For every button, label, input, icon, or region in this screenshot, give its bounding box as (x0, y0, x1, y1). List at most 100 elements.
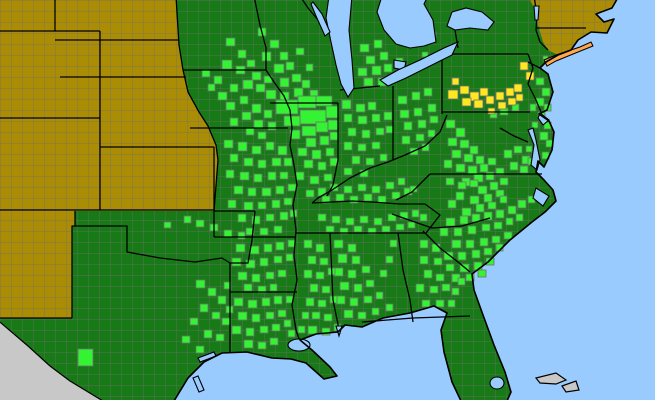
county-marker-present (385, 125, 394, 134)
county-marker-present (265, 213, 275, 222)
county-marker-present (487, 157, 497, 166)
county-marker-present (493, 221, 503, 230)
county-marker-present (459, 139, 470, 149)
county-marker-present (343, 309, 354, 319)
county-marker-present (457, 251, 467, 261)
county-marker-rare (461, 97, 472, 107)
county-marker-present (457, 181, 467, 190)
county-marker-present (349, 297, 359, 307)
county-marker-present (431, 243, 441, 253)
region-bahamas-outside (534, 372, 568, 385)
county-marker-present (251, 273, 261, 283)
county-marker-present (445, 217, 456, 227)
county-marker-present (267, 171, 277, 181)
county-marker-present (481, 223, 491, 232)
county-marker-present (341, 99, 352, 110)
county-marker-present (343, 141, 353, 151)
county-marker-present (525, 145, 533, 153)
county-marker-present (245, 327, 255, 337)
county-marker-present (359, 215, 369, 224)
county-marker-present (305, 137, 317, 148)
county-marker-present (269, 39, 280, 49)
county-marker-present (315, 271, 325, 280)
county-marker-present (365, 157, 375, 166)
county-marker-present (247, 187, 257, 197)
county-marker-present (259, 257, 269, 267)
state-border-line (71, 211, 76, 318)
county-marker-present (315, 121, 329, 133)
county-marker-present (483, 193, 493, 203)
county-marker-present (517, 199, 527, 209)
county-marker-present (253, 119, 264, 129)
county-marker-present (495, 209, 505, 219)
county-marker-present (397, 177, 406, 186)
county-marker-present (499, 195, 508, 204)
pamlico-sound (532, 187, 550, 207)
county-marker-present (443, 251, 454, 261)
county-marker-present (381, 225, 391, 233)
county-marker-present (535, 77, 545, 86)
county-marker-present (255, 83, 266, 93)
county-marker-present (447, 199, 457, 209)
county-marker-present (259, 227, 269, 236)
county-marker-present (237, 49, 247, 59)
county-marker-present (475, 155, 485, 165)
county-marker-present (451, 287, 460, 296)
state-border-line (182, 69, 219, 212)
county-marker-present (271, 157, 282, 167)
county-marker-present (279, 77, 290, 88)
county-marker-present (399, 211, 409, 220)
county-marker-present (245, 227, 255, 236)
county-marker-present (455, 127, 466, 138)
county-marker-present (225, 101, 236, 111)
county-marker-rare (507, 97, 517, 106)
county-marker-present (451, 239, 462, 249)
county-marker-present (415, 133, 425, 142)
county-marker-present (301, 79, 311, 89)
state-border-line (499, 127, 529, 143)
county-marker-present (363, 295, 373, 304)
state-border-line (75, 225, 231, 264)
county-marker-present (371, 307, 380, 316)
county-marker-present (361, 129, 371, 139)
county-marker-present (489, 181, 499, 191)
county-marker-present (201, 69, 211, 78)
state-border-line (422, 230, 471, 273)
county-marker-present (455, 191, 465, 201)
county-marker-present (225, 37, 236, 47)
county-marker-present (467, 165, 478, 175)
county-marker-present (475, 203, 485, 213)
county-marker-present (371, 141, 381, 150)
state-border-line (311, 114, 448, 204)
county-marker-present (269, 283, 278, 292)
county-marker-present (483, 211, 493, 221)
county-marker-present (445, 119, 456, 129)
county-marker-present (447, 137, 458, 147)
county-marker-present (417, 119, 427, 129)
county-marker-present (319, 135, 330, 146)
county-marker-present (375, 291, 384, 300)
county-marker-present (291, 73, 302, 83)
county-marker-present (301, 311, 310, 320)
county-marker-present (297, 95, 317, 109)
county-marker-present (463, 153, 474, 163)
county-marker-rare (459, 85, 470, 95)
county-marker-present (429, 115, 439, 124)
county-marker-present (297, 147, 308, 157)
county-marker-present (245, 259, 256, 269)
county-marker-present (307, 255, 317, 265)
county-marker-present (273, 225, 283, 234)
state-border-line (397, 232, 414, 323)
county-marker-present (539, 131, 549, 141)
county-marker-present (413, 107, 423, 117)
county-marker-present (283, 157, 293, 167)
county-marker-present (207, 83, 216, 92)
county-marker-present (223, 139, 234, 149)
county-marker-present (343, 167, 353, 176)
county-marker-present (351, 155, 361, 165)
county-marker-present (259, 325, 269, 334)
county-marker-present (429, 285, 439, 294)
county-marker-present (419, 213, 428, 222)
